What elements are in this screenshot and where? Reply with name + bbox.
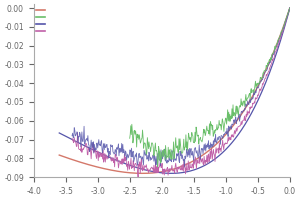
Legend: , , , : , , , <box>36 6 47 35</box>
